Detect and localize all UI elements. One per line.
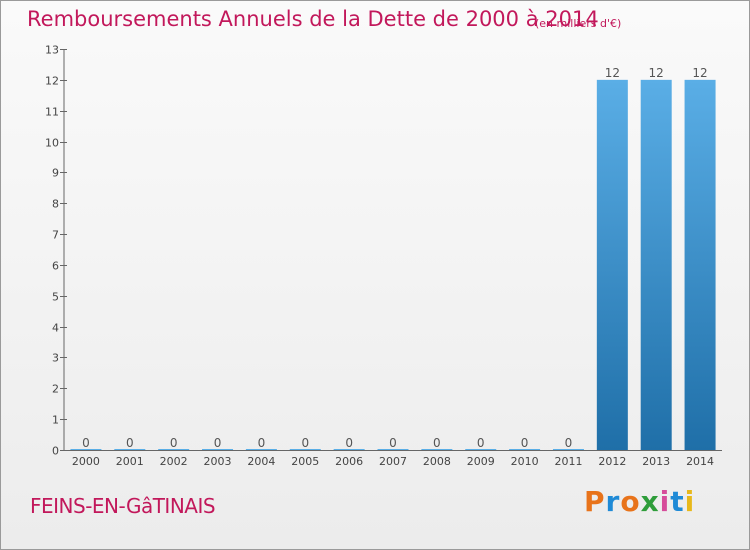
x-tick-label: 2014 xyxy=(686,455,714,468)
y-tick-label: 6 xyxy=(52,260,59,273)
data-label: 0 xyxy=(258,436,266,450)
y-tick-label: 7 xyxy=(52,229,59,242)
bar-2014 xyxy=(684,79,716,450)
chart-title: Remboursements Annuels de la Dette de 20… xyxy=(27,7,599,31)
x-tick-label: 2011 xyxy=(554,455,582,468)
data-label: 0 xyxy=(126,436,134,450)
y-tick-label: 10 xyxy=(45,137,59,150)
x-tick-label: 2001 xyxy=(116,455,144,468)
x-tick-label: 2004 xyxy=(247,455,275,468)
data-label: 0 xyxy=(214,436,222,450)
y-tick-label: 5 xyxy=(52,291,59,304)
x-tick-label: 2008 xyxy=(423,455,451,468)
x-tick-label: 2000 xyxy=(72,455,100,468)
commune-name: FEINS-EN-GâTINAIS xyxy=(30,494,216,518)
chart-title-text: Remboursements Annuels de la Dette de 20… xyxy=(27,7,599,31)
x-tick-label: 2010 xyxy=(511,455,539,468)
data-label: 0 xyxy=(345,436,353,450)
axes-layer xyxy=(60,49,722,451)
logo-letter: t xyxy=(670,485,685,518)
y-tick-label: 3 xyxy=(52,352,59,365)
data-label: 0 xyxy=(433,436,441,450)
y-tick-label: 11 xyxy=(45,106,59,119)
y-tick-label: 12 xyxy=(45,75,59,88)
data-label: 0 xyxy=(301,436,309,450)
x-tick-label: 2009 xyxy=(467,455,495,468)
logo-letter: P xyxy=(584,485,606,518)
y-tick-label: 2 xyxy=(52,383,59,396)
data-label: 0 xyxy=(565,436,573,450)
x-tick-label: 2002 xyxy=(160,455,188,468)
y-tick-label: 9 xyxy=(52,167,59,180)
y-tick-label: 13 xyxy=(45,44,59,57)
data-label: 12 xyxy=(692,66,707,80)
x-tick-label: 2006 xyxy=(335,455,363,468)
y-tick-label: 4 xyxy=(52,322,59,335)
data-label: 0 xyxy=(477,436,485,450)
data-label: 12 xyxy=(649,66,664,80)
data-label: 0 xyxy=(82,436,90,450)
logo-letter: i xyxy=(684,485,696,518)
bar-2013 xyxy=(640,79,672,450)
logo-letter: i xyxy=(659,485,671,518)
y-tick-label: 8 xyxy=(52,198,59,211)
x-tick-label: 2013 xyxy=(642,455,670,468)
bars-layer xyxy=(70,79,716,450)
data-label: 0 xyxy=(170,436,178,450)
x-tick-label: 2012 xyxy=(598,455,626,468)
y-tick-label: 1 xyxy=(52,414,59,427)
logo-letter: o xyxy=(620,485,641,518)
x-tick-label: 2003 xyxy=(204,455,232,468)
y-tick-label: 0 xyxy=(52,445,59,458)
bar-2012 xyxy=(596,79,628,450)
data-label: 12 xyxy=(605,66,620,80)
x-tick-label: 2007 xyxy=(379,455,407,468)
x-tick-label: 2005 xyxy=(291,455,319,468)
data-label: 0 xyxy=(521,436,529,450)
labels-layer: 0123456789101112132000020010200202003020… xyxy=(45,44,714,469)
logo-letter: x xyxy=(640,485,660,518)
proxiti-logo[interactable]: Proxiti xyxy=(584,485,695,518)
data-label: 0 xyxy=(389,436,397,450)
logo-letter: r xyxy=(605,485,621,518)
chart-unit: (en milliers d'€) xyxy=(535,17,622,30)
